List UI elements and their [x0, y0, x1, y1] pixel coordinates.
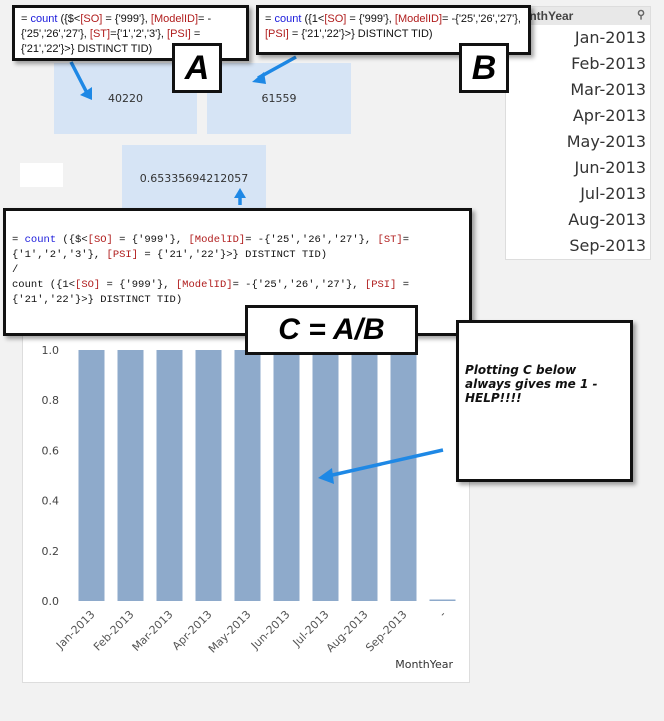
function-name: count [24, 234, 57, 246]
callout-b: = count ({1<[SO] = {'999'}, [ModelID]= -… [256, 5, 531, 55]
bar [390, 350, 417, 601]
label-b-text: B [471, 48, 497, 87]
listbox-item[interactable]: Jun-2013 [574, 158, 647, 177]
bar [156, 350, 183, 601]
expr-text: = -{'25','26','27'}, [442, 13, 521, 25]
function-name: count [30, 13, 58, 25]
expr-text: = {'999'}, [100, 279, 176, 291]
expr-text: = {'21','22'}>} DISTINCT TID) [12, 279, 410, 306]
expr-text: = -{'25','26','27'}, [232, 279, 365, 291]
field-name: [PSI] [106, 249, 139, 261]
field-name: [SO] [324, 13, 347, 25]
expr-text: = [21, 13, 31, 25]
expr-text: ({$< [57, 13, 81, 25]
label-a-text: A [184, 48, 210, 87]
kpi-b-value: 61559 [261, 92, 297, 105]
expr-text: = -{'25','26','27'}, [21, 13, 212, 40]
bar [429, 599, 456, 601]
expr-text: = [12, 234, 25, 246]
listbox-item[interactable]: Apr-2013 [572, 106, 646, 125]
listbox-item[interactable]: Jan-2013 [574, 28, 646, 47]
label-a: A [172, 43, 222, 93]
y-tick-label: 0.8 [42, 394, 60, 407]
listbox-item[interactable]: Mar-2013 [570, 80, 646, 99]
field-name: [ST] [89, 28, 111, 40]
expr-text: ({$< [56, 234, 88, 246]
x-axis-label: MonthYear [395, 658, 453, 671]
field-name: [ModelID] [175, 279, 233, 291]
expr-text: = {'21','22'}>} DISTINCT TID) [138, 249, 328, 261]
bar [78, 350, 105, 601]
expr-text: = {'21','22'}>} DISTINCT TID) [21, 28, 201, 55]
field-name: [PSI] [364, 279, 397, 291]
monthyear-listbox[interactable]: MonthYear ⚲ Jan-2013 Feb-2013 Mar-2013 Apr-2… [505, 6, 651, 260]
bar [351, 350, 378, 601]
kpi-c: 0.65335694212057 [122, 145, 266, 211]
kpi-c-value: 0.65335694212057 [139, 171, 249, 185]
field-name: [ModelID] [150, 13, 198, 25]
label-c-text: C = A/B [278, 313, 385, 346]
search-icon[interactable]: ⚲ [636, 9, 645, 21]
field-name: [SO] [80, 13, 103, 25]
field-name: [PSI] [265, 28, 289, 40]
field-name: [SO] [75, 279, 101, 291]
expr-text: = {'999'}, [346, 13, 395, 25]
expr-text: ({1< [301, 13, 325, 25]
y-tick-label: 1.0 [42, 344, 60, 357]
label-b: B [459, 43, 509, 93]
listbox-item[interactable]: Aug-2013 [568, 210, 646, 229]
arrow-a-icon [69, 61, 89, 94]
expr-text: = {'999'}, [102, 13, 151, 25]
bar-chart: 0.0 0.2 0.4 0.6 0.8 1.0 Jan-2013 Feb-2013 Mar-20… [22, 330, 470, 683]
field-name: [SO] [87, 234, 113, 246]
kpi-b: 61559 [207, 63, 351, 134]
expr-text: count ({1< [12, 279, 76, 291]
function-name: count [274, 13, 302, 25]
bar [117, 350, 144, 601]
kpi-a-value: 40220 [108, 92, 143, 105]
expr-text: = {'1','2','3'}, [12, 234, 410, 261]
bar [234, 350, 261, 601]
expr-text: = {'21','22'}>} DISTINCT TID) [288, 28, 433, 40]
listbox-item[interactable]: May-2013 [566, 132, 646, 151]
expr-text: = -{'25','26','27'}, [245, 234, 378, 246]
field-name: [PSI] [167, 28, 191, 40]
listbox-item[interactable]: Jul-2013 [580, 184, 646, 203]
y-tick-label: 0.0 [42, 595, 60, 608]
help-callout: Plotting C below always gives me 1 - HEL… [456, 320, 633, 482]
blank-box [20, 163, 63, 187]
field-name: [ModelID] [188, 234, 246, 246]
listbox-item[interactable]: Feb-2013 [571, 54, 646, 73]
listbox-item[interactable]: Sep-2013 [569, 236, 646, 255]
y-tick-label: 0.2 [42, 545, 60, 558]
label-c: C = A/B [245, 305, 418, 355]
expr-text: = [265, 13, 275, 25]
bar [195, 350, 222, 601]
field-name: [ST] [377, 234, 403, 246]
field-name: [ModelID] [394, 13, 442, 25]
arrow-help-icon [327, 448, 444, 478]
y-tick-label: 0.4 [42, 495, 60, 508]
help-text: Plotting C below always gives me 1 - HEL… [465, 363, 598, 405]
division-sign: / [12, 264, 19, 276]
expr-text: ={'1','2','3'}, [110, 28, 168, 40]
expr-text: = {'999'}, [112, 234, 189, 246]
y-tick-label: 0.6 [42, 444, 60, 457]
bar [273, 350, 300, 601]
